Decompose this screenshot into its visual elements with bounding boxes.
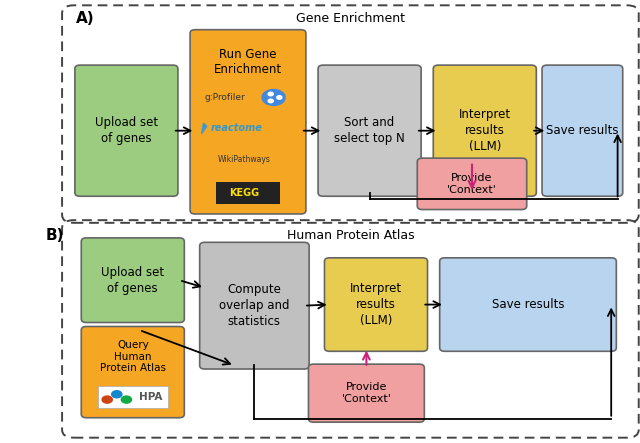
FancyBboxPatch shape xyxy=(440,258,616,351)
Text: Interpret
results
(LLM): Interpret results (LLM) xyxy=(350,282,402,327)
Circle shape xyxy=(277,96,282,99)
FancyBboxPatch shape xyxy=(75,65,178,196)
Text: g:Profiler: g:Profiler xyxy=(205,93,246,102)
Text: KEGG: KEGG xyxy=(229,188,259,198)
Text: Human Protein Atlas: Human Protein Atlas xyxy=(287,229,415,242)
FancyBboxPatch shape xyxy=(542,65,623,196)
FancyBboxPatch shape xyxy=(200,242,309,369)
FancyBboxPatch shape xyxy=(81,326,184,418)
Text: Provide
'Context': Provide 'Context' xyxy=(342,382,391,404)
Text: WikiPathways: WikiPathways xyxy=(218,155,271,164)
Circle shape xyxy=(112,391,122,398)
Text: Compute
overlap and
statistics: Compute overlap and statistics xyxy=(219,283,290,328)
Circle shape xyxy=(268,99,273,103)
FancyBboxPatch shape xyxy=(318,65,421,196)
Text: Interpret
results
(LLM): Interpret results (LLM) xyxy=(459,108,511,153)
Polygon shape xyxy=(202,123,207,134)
Text: B): B) xyxy=(46,228,65,243)
Circle shape xyxy=(102,396,113,403)
Text: Save results: Save results xyxy=(546,124,619,137)
FancyBboxPatch shape xyxy=(324,258,428,351)
FancyBboxPatch shape xyxy=(190,30,306,214)
Text: Upload set
of genes: Upload set of genes xyxy=(95,116,158,145)
Text: Query
Human
Protein Atlas: Query Human Protein Atlas xyxy=(100,340,166,373)
Text: Gene Enrichment: Gene Enrichment xyxy=(296,12,405,25)
Circle shape xyxy=(122,396,132,403)
Text: A): A) xyxy=(76,11,94,26)
FancyBboxPatch shape xyxy=(417,158,527,210)
FancyBboxPatch shape xyxy=(216,182,280,204)
Text: Sort and
select top N: Sort and select top N xyxy=(334,116,405,145)
Text: Save results: Save results xyxy=(492,298,564,311)
Text: Run Gene
Enrichment: Run Gene Enrichment xyxy=(214,48,282,76)
Text: Provide
'Context': Provide 'Context' xyxy=(447,173,497,195)
Text: reactome: reactome xyxy=(211,124,263,133)
Text: HPA: HPA xyxy=(140,392,163,402)
Circle shape xyxy=(268,92,273,96)
FancyBboxPatch shape xyxy=(308,364,424,422)
FancyBboxPatch shape xyxy=(98,386,168,408)
FancyBboxPatch shape xyxy=(81,238,184,323)
Text: Upload set
of genes: Upload set of genes xyxy=(101,266,164,295)
FancyBboxPatch shape xyxy=(433,65,536,196)
Circle shape xyxy=(262,89,285,105)
